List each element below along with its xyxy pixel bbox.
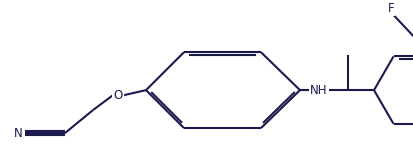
Text: N: N <box>14 126 22 140</box>
Text: O: O <box>114 89 123 102</box>
Text: F: F <box>388 2 394 15</box>
Text: NH: NH <box>310 84 328 97</box>
